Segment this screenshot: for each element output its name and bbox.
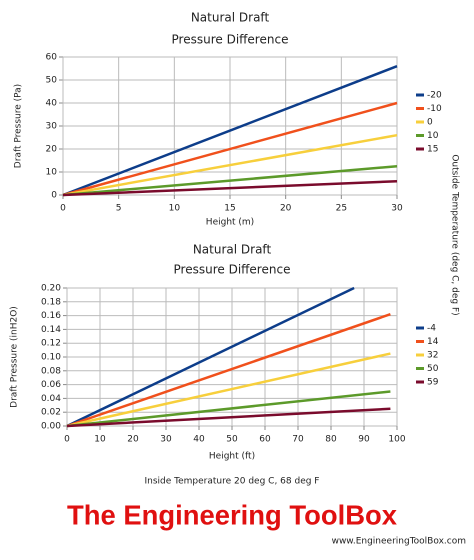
y-tick-label: 0.08: [41, 366, 61, 376]
series-line: [66, 352, 391, 428]
series-line: [66, 286, 355, 428]
y-tick-label: 0.12: [41, 339, 61, 349]
chart-title: Natural Draft: [193, 243, 272, 257]
y-tick-label: 0: [51, 191, 57, 201]
legend-label: -20: [427, 91, 442, 101]
y-tick-label: 0.20: [41, 284, 61, 294]
legend-label: -10: [427, 104, 442, 114]
side-label: Outside Temperature (deg C, deg F): [450, 154, 460, 315]
x-tick-label: 100: [388, 435, 405, 445]
series-line: [66, 407, 391, 428]
x-tick-label: 0: [60, 204, 66, 214]
series-line: [62, 179, 398, 197]
y-axis-label: Draft Pressure (Pa): [14, 84, 24, 168]
x-tick-label: 15: [224, 204, 235, 214]
x-tick-label: 90: [358, 435, 370, 445]
footer: Inside Temperature 20 deg C, 68 deg F: [145, 477, 320, 487]
x-tick-label: 80: [325, 435, 337, 445]
x-tick-label: 10: [94, 435, 106, 445]
y-tick-label: 0.00: [41, 422, 61, 432]
x-axis-label: Height (ft): [209, 452, 255, 462]
legend-label: 32: [427, 351, 438, 361]
y-tick-label: 60: [46, 53, 58, 63]
series-line: [62, 101, 398, 197]
legend-label: 0: [427, 118, 433, 128]
y-tick-label: 0.10: [41, 353, 61, 363]
url: www.EngineeringToolBox.com: [332, 537, 466, 547]
chart-title: Natural Draft: [191, 11, 270, 25]
x-tick-label: 50: [226, 435, 238, 445]
y-tick-label: 20: [46, 145, 58, 155]
x-tick-label: 20: [127, 435, 139, 445]
x-tick-label: 70: [292, 435, 304, 445]
series-line: [66, 390, 391, 428]
x-tick-label: 5: [116, 204, 122, 214]
legend-label: 10: [427, 131, 439, 141]
x-axis-label: Height (m): [206, 218, 254, 228]
y-axis-label: Draft Pressure (inH2O): [10, 306, 20, 408]
series-line: [62, 65, 398, 197]
y-tick-label: 10: [46, 168, 58, 178]
y-tick-label: 0.14: [41, 325, 61, 335]
x-tick-label: 20: [280, 204, 292, 214]
x-tick-label: 25: [336, 204, 347, 214]
logo: The Engineering ToolBox: [67, 499, 397, 530]
series-line: [62, 133, 398, 197]
legend-label: 50: [427, 364, 439, 374]
y-tick-label: 50: [46, 76, 58, 86]
legend-label: 15: [427, 145, 438, 155]
series-line: [62, 165, 398, 197]
y-tick-label: 0.18: [41, 297, 61, 307]
y-tick-label: 40: [46, 99, 58, 109]
series-line: [66, 313, 391, 428]
y-tick-label: 0.06: [41, 380, 61, 390]
legend-label: 14: [427, 337, 439, 347]
y-tick-label: 0.04: [41, 394, 61, 404]
x-tick-label: 0: [64, 435, 70, 445]
x-tick-label: 30: [160, 435, 172, 445]
legend-label: -4: [427, 324, 436, 334]
chart-subtitle: Pressure Difference: [174, 263, 291, 277]
y-tick-label: 0.16: [41, 311, 61, 321]
x-tick-label: 30: [391, 204, 403, 214]
y-tick-label: 0.02: [41, 408, 61, 418]
x-tick-label: 60: [259, 435, 271, 445]
chart-subtitle: Pressure Difference: [172, 33, 289, 47]
legend-label: 59: [427, 378, 439, 388]
x-tick-label: 40: [193, 435, 205, 445]
x-tick-label: 10: [169, 204, 181, 214]
y-tick-label: 30: [46, 122, 58, 132]
